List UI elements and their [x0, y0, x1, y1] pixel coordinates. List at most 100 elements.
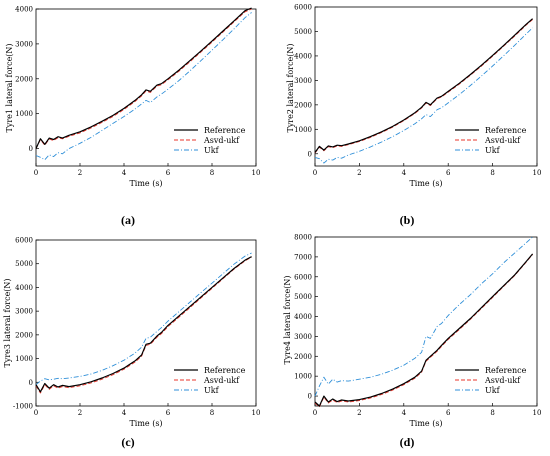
- x-tick-label: 4: [402, 169, 407, 177]
- y-tick-label: 0: [29, 379, 33, 387]
- x-tick-label: 10: [252, 409, 261, 417]
- y-tick-label: 4000: [15, 284, 33, 292]
- x-tick-label: 0: [34, 169, 38, 177]
- series-line-reference: [314, 253, 534, 407]
- legend-label: Asvd-ukf: [484, 136, 521, 145]
- series-line-ukf: [35, 12, 252, 161]
- y-tick-label: 1000: [15, 355, 33, 363]
- legend-label: Ukf: [204, 386, 220, 395]
- series-line-reference: [314, 18, 533, 153]
- plot-frame: [35, 8, 257, 167]
- legend-label: Reference: [204, 366, 246, 375]
- y-tick-label: 7000: [294, 253, 312, 261]
- y-tick-label: 2000: [15, 331, 33, 339]
- chart-panel-c: 0 2 4 6 8 10-10000100020003000400050006000Tim…: [3, 237, 260, 450]
- x-tick-label: 4: [402, 409, 407, 417]
- x-tick-label: 4: [122, 409, 127, 417]
- series-line-ukf: [314, 236, 533, 397]
- y-tick-label: 0: [308, 150, 312, 158]
- y-tick-label: 3000: [15, 40, 33, 48]
- legend-label: Asvd-ukf: [203, 136, 240, 145]
- x-tick-label: 2: [78, 169, 82, 177]
- x-tick-label: 6: [166, 169, 171, 177]
- panel-caption: (c): [121, 435, 134, 449]
- y-tick-label: 6000: [294, 273, 312, 281]
- y-tick-label: 2000: [15, 75, 33, 83]
- y-tick-label: 8000: [294, 234, 312, 242]
- y-tick-label: 1000: [294, 373, 312, 381]
- x-axis-label: Time (s): [409, 419, 442, 428]
- series-line-asvd-ukf: [35, 256, 252, 394]
- y-tick-label: 4000: [294, 52, 312, 60]
- y-tick-label: 2000: [294, 353, 312, 361]
- y-tick-label: -1000: [13, 403, 33, 411]
- series-line-reference: [35, 7, 252, 149]
- x-tick-label: 0: [313, 169, 317, 177]
- panel-caption: (a): [121, 213, 135, 227]
- legend-label: Reference: [204, 126, 246, 135]
- x-axis-label: Time (s): [409, 179, 442, 188]
- x-tick-label: 8: [490, 409, 494, 417]
- legend-label: Ukf: [204, 146, 220, 155]
- series-line-ukf: [35, 252, 252, 386]
- x-tick-label: 10: [533, 169, 542, 177]
- y-tick-label: 4000: [15, 6, 33, 14]
- x-tick-label: 10: [252, 169, 261, 177]
- y-tick-label: 2000: [294, 101, 312, 109]
- y-axis-label: Tyre1 lateral force(N): [5, 43, 14, 132]
- x-tick-label: 2: [78, 409, 82, 417]
- y-tick-label: 5000: [294, 293, 312, 301]
- series-line-ukf: [314, 27, 533, 164]
- x-tick-label: 2: [357, 409, 361, 417]
- y-tick-label: 0: [308, 393, 312, 401]
- y-tick-label: 3000: [294, 77, 312, 85]
- x-tick-label: 6: [166, 409, 171, 417]
- legend-label: Asvd-ukf: [484, 376, 521, 385]
- legend-label: Reference: [485, 366, 527, 375]
- x-tick-label: 6: [446, 169, 451, 177]
- y-tick-label: 1000: [15, 110, 33, 118]
- panel-caption: (d): [400, 435, 415, 449]
- legend-label: Reference: [485, 126, 527, 135]
- x-tick-label: 6: [446, 409, 451, 417]
- chart-panel-a: 0 2 4 6 8 10 0 1000 2000 3000 4000 Time (s) Tyre1 la…: [5, 6, 260, 228]
- x-axis-label: Time (s): [129, 419, 162, 428]
- series-line-reference: [35, 256, 252, 393]
- x-tick-label: 0: [313, 409, 317, 417]
- x-tick-label: 0: [34, 409, 38, 417]
- y-tick-label: 5000: [294, 28, 312, 36]
- plot-frame: [314, 236, 538, 407]
- x-tick-label: 10: [533, 409, 542, 417]
- series-line-asvd-ukf: [35, 8, 252, 149]
- legend-label: Asvd-ukf: [203, 376, 240, 385]
- x-tick-label: 8: [490, 169, 494, 177]
- y-tick-label: 3000: [294, 333, 312, 341]
- x-tick-label: 8: [210, 409, 214, 417]
- panel-caption: (b): [400, 213, 415, 227]
- y-tick-label: 0: [29, 145, 33, 153]
- plot-frame: [314, 6, 538, 167]
- x-tick-label: 2: [357, 169, 361, 177]
- chart-panel-b: 0 2 4 6 8 10 0 1000 2000 3000 4000 5000 6000 Time (s)…: [286, 4, 541, 228]
- y-tick-label: 1000: [294, 126, 312, 134]
- y-tick-label: 6000: [294, 4, 312, 12]
- y-tick-label: 3000: [15, 308, 33, 316]
- x-tick-label: 4: [122, 169, 127, 177]
- plot-frame: [35, 239, 257, 407]
- legend-label: Ukf: [485, 386, 501, 395]
- legend-label: Ukf: [485, 146, 501, 155]
- y-axis-label: Tyre3 lateral force(N): [3, 278, 12, 367]
- x-tick-label: 8: [210, 169, 214, 177]
- y-axis-label: Tyre4 lateral force(N): [283, 275, 292, 364]
- y-tick-label: 6000: [15, 237, 33, 245]
- y-tick-label: 4000: [294, 313, 312, 321]
- y-axis-label: Tyre2 lateral force(N): [286, 43, 295, 132]
- y-tick-label: 5000: [15, 260, 33, 268]
- x-axis-label: Time (s): [129, 179, 162, 188]
- chart-panel-d: 0 2 4 6 8 10 0 1000 2000 3000 4000 5000 6000 7000 8000…: [283, 234, 541, 450]
